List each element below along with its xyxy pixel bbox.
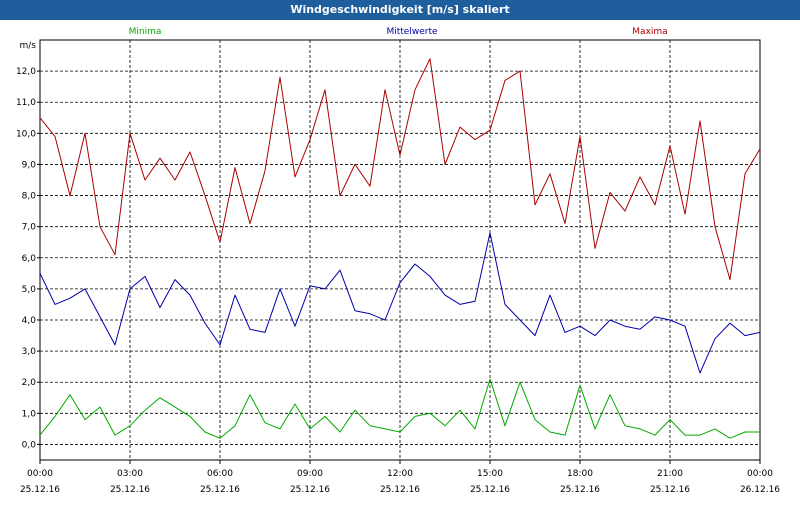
x-axis: 00:00 25.12.16 03:00 25.12.16 06:00 25.12.16 0… <box>20 460 780 495</box>
y-tick-label: 3,0 <box>22 347 37 357</box>
chart-title: Windgeschwindigkeit [m/s] skaliert <box>0 0 800 20</box>
y-tick-label: 0,0 <box>22 440 37 450</box>
y-tick-label: 7,0 <box>22 223 37 233</box>
legend-item-maxima: Maxima <box>632 27 667 37</box>
y-axis: 0,0 1,0 2,0 3,0 4,0 5,0 6,0 7,0 8,0 9,0 10,0 11,0 12… <box>16 67 40 450</box>
gridlines <box>39 40 761 460</box>
x-tick-date-label: 25.12.16 <box>110 485 150 495</box>
series-line-mittelwerte <box>39 232 761 374</box>
series-lines <box>39 58 761 439</box>
x-tick-date-label: 25.12.16 <box>650 485 690 495</box>
y-tick-label: 6,0 <box>22 254 37 264</box>
series-line-minima <box>39 378 760 439</box>
y-tick-label: 8,0 <box>22 192 37 202</box>
y-tick-label: 9,0 <box>22 160 37 170</box>
y-tick-label: 4,0 <box>22 316 37 326</box>
x-tick-date-label: 25.12.16 <box>290 485 330 495</box>
chart-area: 0,0 1,0 2,0 3,0 4,0 5,0 6,0 7,0 8,0 9,0 10,0 11,0 12… <box>0 20 800 500</box>
series-line-maxima <box>39 58 761 281</box>
x-tick-date-label: 25.12.16 <box>560 485 600 495</box>
x-tick-date-label: 26.12.16 <box>740 485 780 495</box>
legend-item-minima: Minima <box>129 27 162 37</box>
x-tick-time-label: 09:00 <box>297 469 323 479</box>
x-tick-date-label: 25.12.16 <box>380 485 420 495</box>
y-tick-label: 12,0 <box>16 67 36 77</box>
x-tick-time-label: 06:00 <box>207 469 233 479</box>
x-tick-time-label: 15:00 <box>477 469 503 479</box>
x-tick-time-label: 00:00 <box>747 469 773 479</box>
y-tick-label: 1,0 <box>22 409 37 419</box>
x-tick-date-label: 25.12.16 <box>200 485 240 495</box>
legend-item-mittelwerte: Mittelwerte <box>386 27 437 37</box>
x-tick-time-label: 03:00 <box>117 469 143 479</box>
x-tick-time-label: 21:00 <box>657 469 683 479</box>
x-tick-time-label: 12:00 <box>387 469 413 479</box>
legend: Minima Mittelwerte Maxima <box>129 27 668 37</box>
y-tick-label: 10,0 <box>16 129 36 139</box>
x-tick-date-label: 25.12.16 <box>470 485 510 495</box>
x-tick-time-label: 00:00 <box>27 469 53 479</box>
y-axis-label: m/s <box>20 41 37 51</box>
y-tick-label: 5,0 <box>22 285 37 295</box>
y-tick-label: 2,0 <box>22 378 37 388</box>
y-tick-label: 11,0 <box>16 98 36 108</box>
line-chart: 0,0 1,0 2,0 3,0 4,0 5,0 6,0 7,0 8,0 9,0 10,0 11,0 12… <box>16 27 780 495</box>
x-tick-date-label: 25.12.16 <box>20 485 60 495</box>
x-tick-time-label: 18:00 <box>567 469 593 479</box>
